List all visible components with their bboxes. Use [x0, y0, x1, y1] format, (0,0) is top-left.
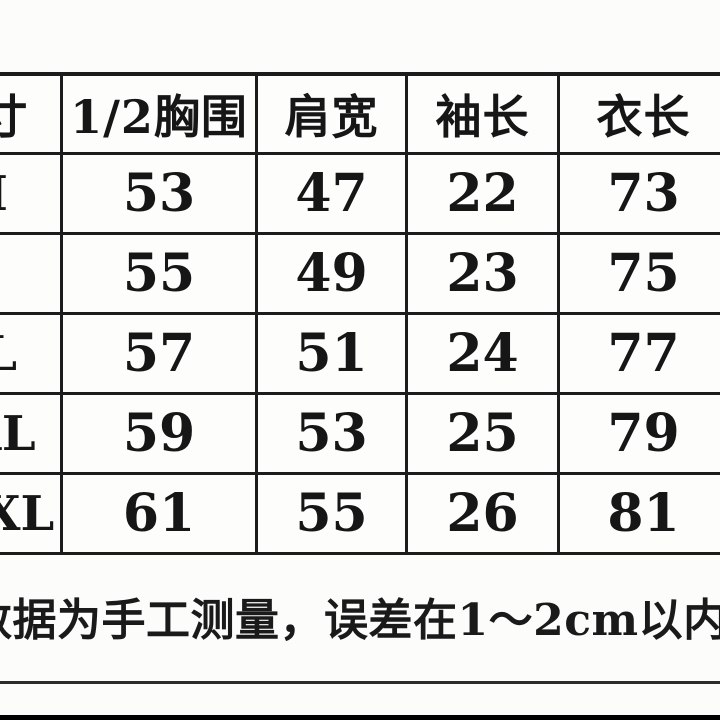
sleeve-value: 22: [446, 163, 519, 224]
header-cell-half-chest: 1/2胸围: [60, 72, 258, 155]
cell-shoulder: 53: [255, 392, 408, 475]
cell-size-label: L: [0, 232, 63, 315]
half-chest-value: 61: [122, 483, 196, 544]
table-row: XXL 59 53 25 79: [0, 392, 720, 475]
length-value: 75: [607, 243, 680, 304]
half-chest-value: 57: [122, 323, 196, 384]
cell-half-chest: 55: [60, 232, 258, 315]
cell-size-label: XXL: [0, 392, 63, 475]
header-cell-size: 尺寸: [0, 72, 63, 155]
header-cell-length: 衣长: [557, 72, 720, 155]
header-size-label: 尺寸: [0, 90, 29, 144]
cell-half-chest: 57: [60, 312, 258, 395]
header-length-label: 衣长: [596, 90, 691, 144]
size-chart-table: 尺寸 1/2胸围 肩宽 袖长 衣长 M 53 47 22 73 L 55 49 …: [0, 72, 720, 555]
shoulder-value: 51: [295, 323, 368, 384]
half-chest-value: 53: [122, 163, 196, 224]
cell-sleeve: 25: [405, 392, 560, 475]
header-half-chest-label: 1/2胸围: [70, 90, 248, 144]
half-chest-value: 59: [122, 403, 196, 464]
cell-sleeve: 24: [405, 312, 560, 395]
table-row: XL 57 51 24 77: [0, 312, 720, 395]
cell-shoulder: 51: [255, 312, 408, 395]
length-value: 77: [607, 323, 680, 384]
table-row: L 55 49 23 75: [0, 232, 720, 315]
cell-half-chest: 59: [60, 392, 258, 475]
size-label: M: [0, 166, 8, 222]
shoulder-value: 47: [295, 163, 368, 224]
cell-shoulder: 55: [255, 472, 408, 555]
cell-size-label: XXXL: [0, 472, 63, 555]
sleeve-value: 25: [446, 403, 519, 464]
cell-shoulder: 47: [255, 152, 408, 235]
cell-sleeve: 23: [405, 232, 560, 315]
length-value: 73: [607, 163, 680, 224]
cell-length: 73: [557, 152, 720, 235]
size-label: XL: [0, 325, 17, 382]
cell-shoulder: 49: [255, 232, 408, 315]
length-value: 79: [607, 403, 680, 464]
header-cell-sleeve: 袖长: [405, 72, 560, 155]
shoulder-value: 53: [295, 403, 368, 464]
shoulder-value: 55: [295, 483, 368, 544]
size-label: XXL: [0, 405, 36, 462]
table-row: XXXL 61 55 26 81: [0, 472, 720, 555]
header-cell-shoulder: 肩宽: [255, 72, 408, 155]
cell-sleeve: 26: [405, 472, 560, 555]
cell-length: 79: [557, 392, 720, 475]
cell-length: 81: [557, 472, 720, 555]
cell-half-chest: 61: [60, 472, 258, 555]
measurement-note: 数据为手工测量，误差在1～2cm以内属于: [0, 595, 720, 646]
sleeve-value: 26: [446, 483, 519, 544]
half-chest-value: 55: [122, 243, 196, 304]
shoulder-value: 49: [295, 243, 368, 304]
bottom-border-bar: [0, 715, 720, 720]
cell-length: 75: [557, 232, 720, 315]
length-value: 81: [607, 483, 680, 544]
table-header-row: 尺寸 1/2胸围 肩宽 袖长 衣长: [0, 72, 720, 155]
cell-size-label: M: [0, 152, 63, 235]
table-row: M 53 47 22 73: [0, 152, 720, 235]
cell-half-chest: 53: [60, 152, 258, 235]
cell-sleeve: 22: [405, 152, 560, 235]
cell-size-label: XL: [0, 312, 63, 395]
cell-length: 77: [557, 312, 720, 395]
header-sleeve-label: 袖长: [435, 90, 530, 144]
size-label: XXXL: [0, 485, 55, 542]
divider-line: [0, 681, 720, 684]
header-shoulder-label: 肩宽: [284, 90, 379, 144]
sleeve-value: 24: [446, 323, 519, 384]
sleeve-value: 23: [446, 243, 519, 304]
